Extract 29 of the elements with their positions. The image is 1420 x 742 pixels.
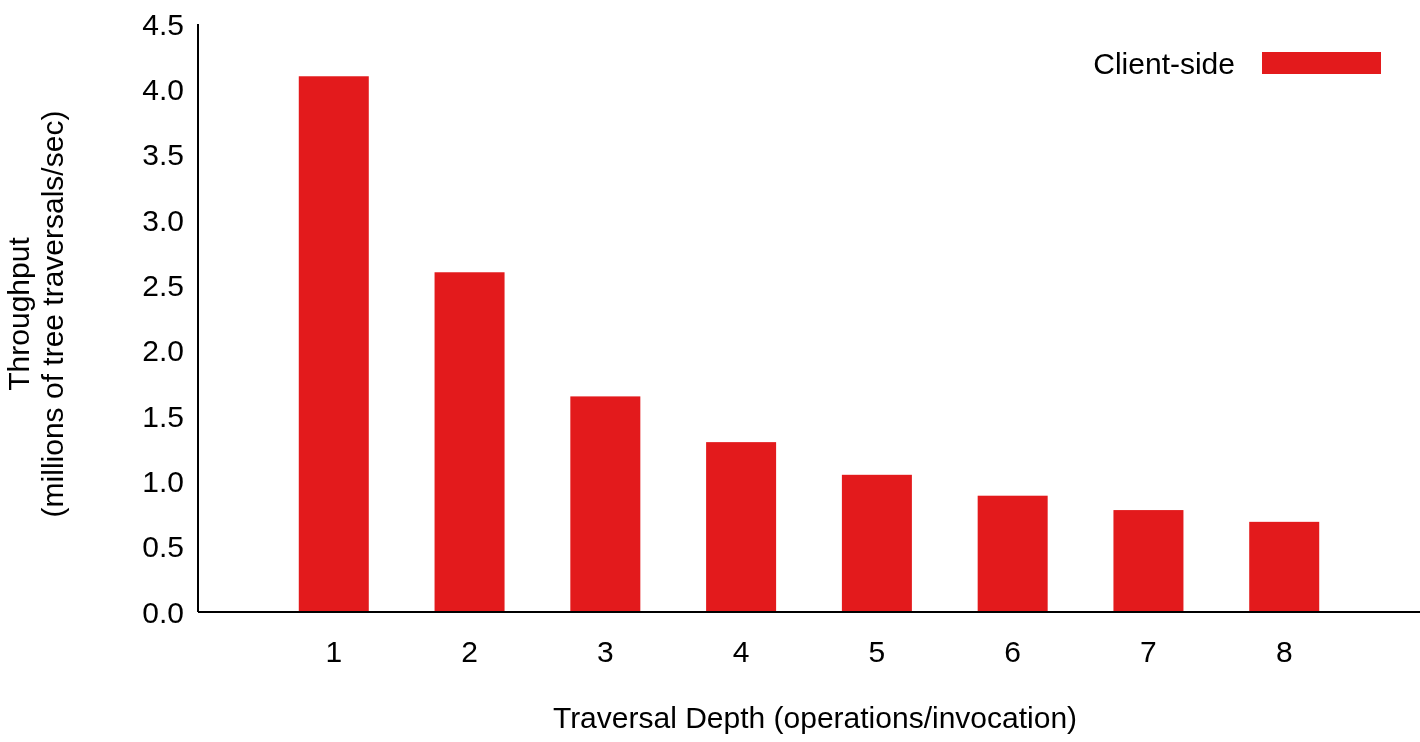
y-tick-label: 3.5 — [142, 138, 184, 172]
x-tick-label: 2 — [461, 635, 478, 668]
x-tick-label: 1 — [325, 635, 343, 668]
y-tick-label: 1.0 — [142, 464, 184, 498]
x-axis-title: Traversal Depth (operations/invocation) — [552, 701, 1078, 734]
y-tick-label: 2.5 — [142, 268, 184, 302]
bar — [1113, 510, 1184, 612]
x-tick-label: 3 — [596, 635, 614, 668]
bar — [977, 495, 1048, 612]
y-tick-label: 1.5 — [142, 399, 184, 433]
y-tick-label: 4.5 — [142, 7, 184, 41]
y-axis-title: Throughput (millions of tree traversals/sec) — [2, 110, 69, 518]
x-tick-label: 7 — [1140, 635, 1157, 668]
legend-label: Client-side — [1093, 46, 1235, 80]
x-tick-label: 6 — [1004, 635, 1022, 668]
x-tick-label: 8 — [1275, 635, 1293, 668]
bar — [434, 272, 505, 612]
y-tick-label: 2.0 — [142, 334, 184, 368]
y-tick-label: 0.5 — [142, 530, 184, 564]
bar — [841, 474, 912, 612]
x-tick-label: 5 — [868, 635, 886, 668]
y-tick-label: 4.0 — [142, 72, 184, 106]
bar — [298, 76, 369, 612]
y-tick-label: 0.0 — [142, 595, 184, 629]
y-tick-label: 3.0 — [142, 203, 184, 237]
bar — [570, 396, 641, 612]
x-tick-label: 4 — [732, 635, 750, 668]
bar — [1249, 521, 1320, 612]
bar — [706, 442, 777, 612]
